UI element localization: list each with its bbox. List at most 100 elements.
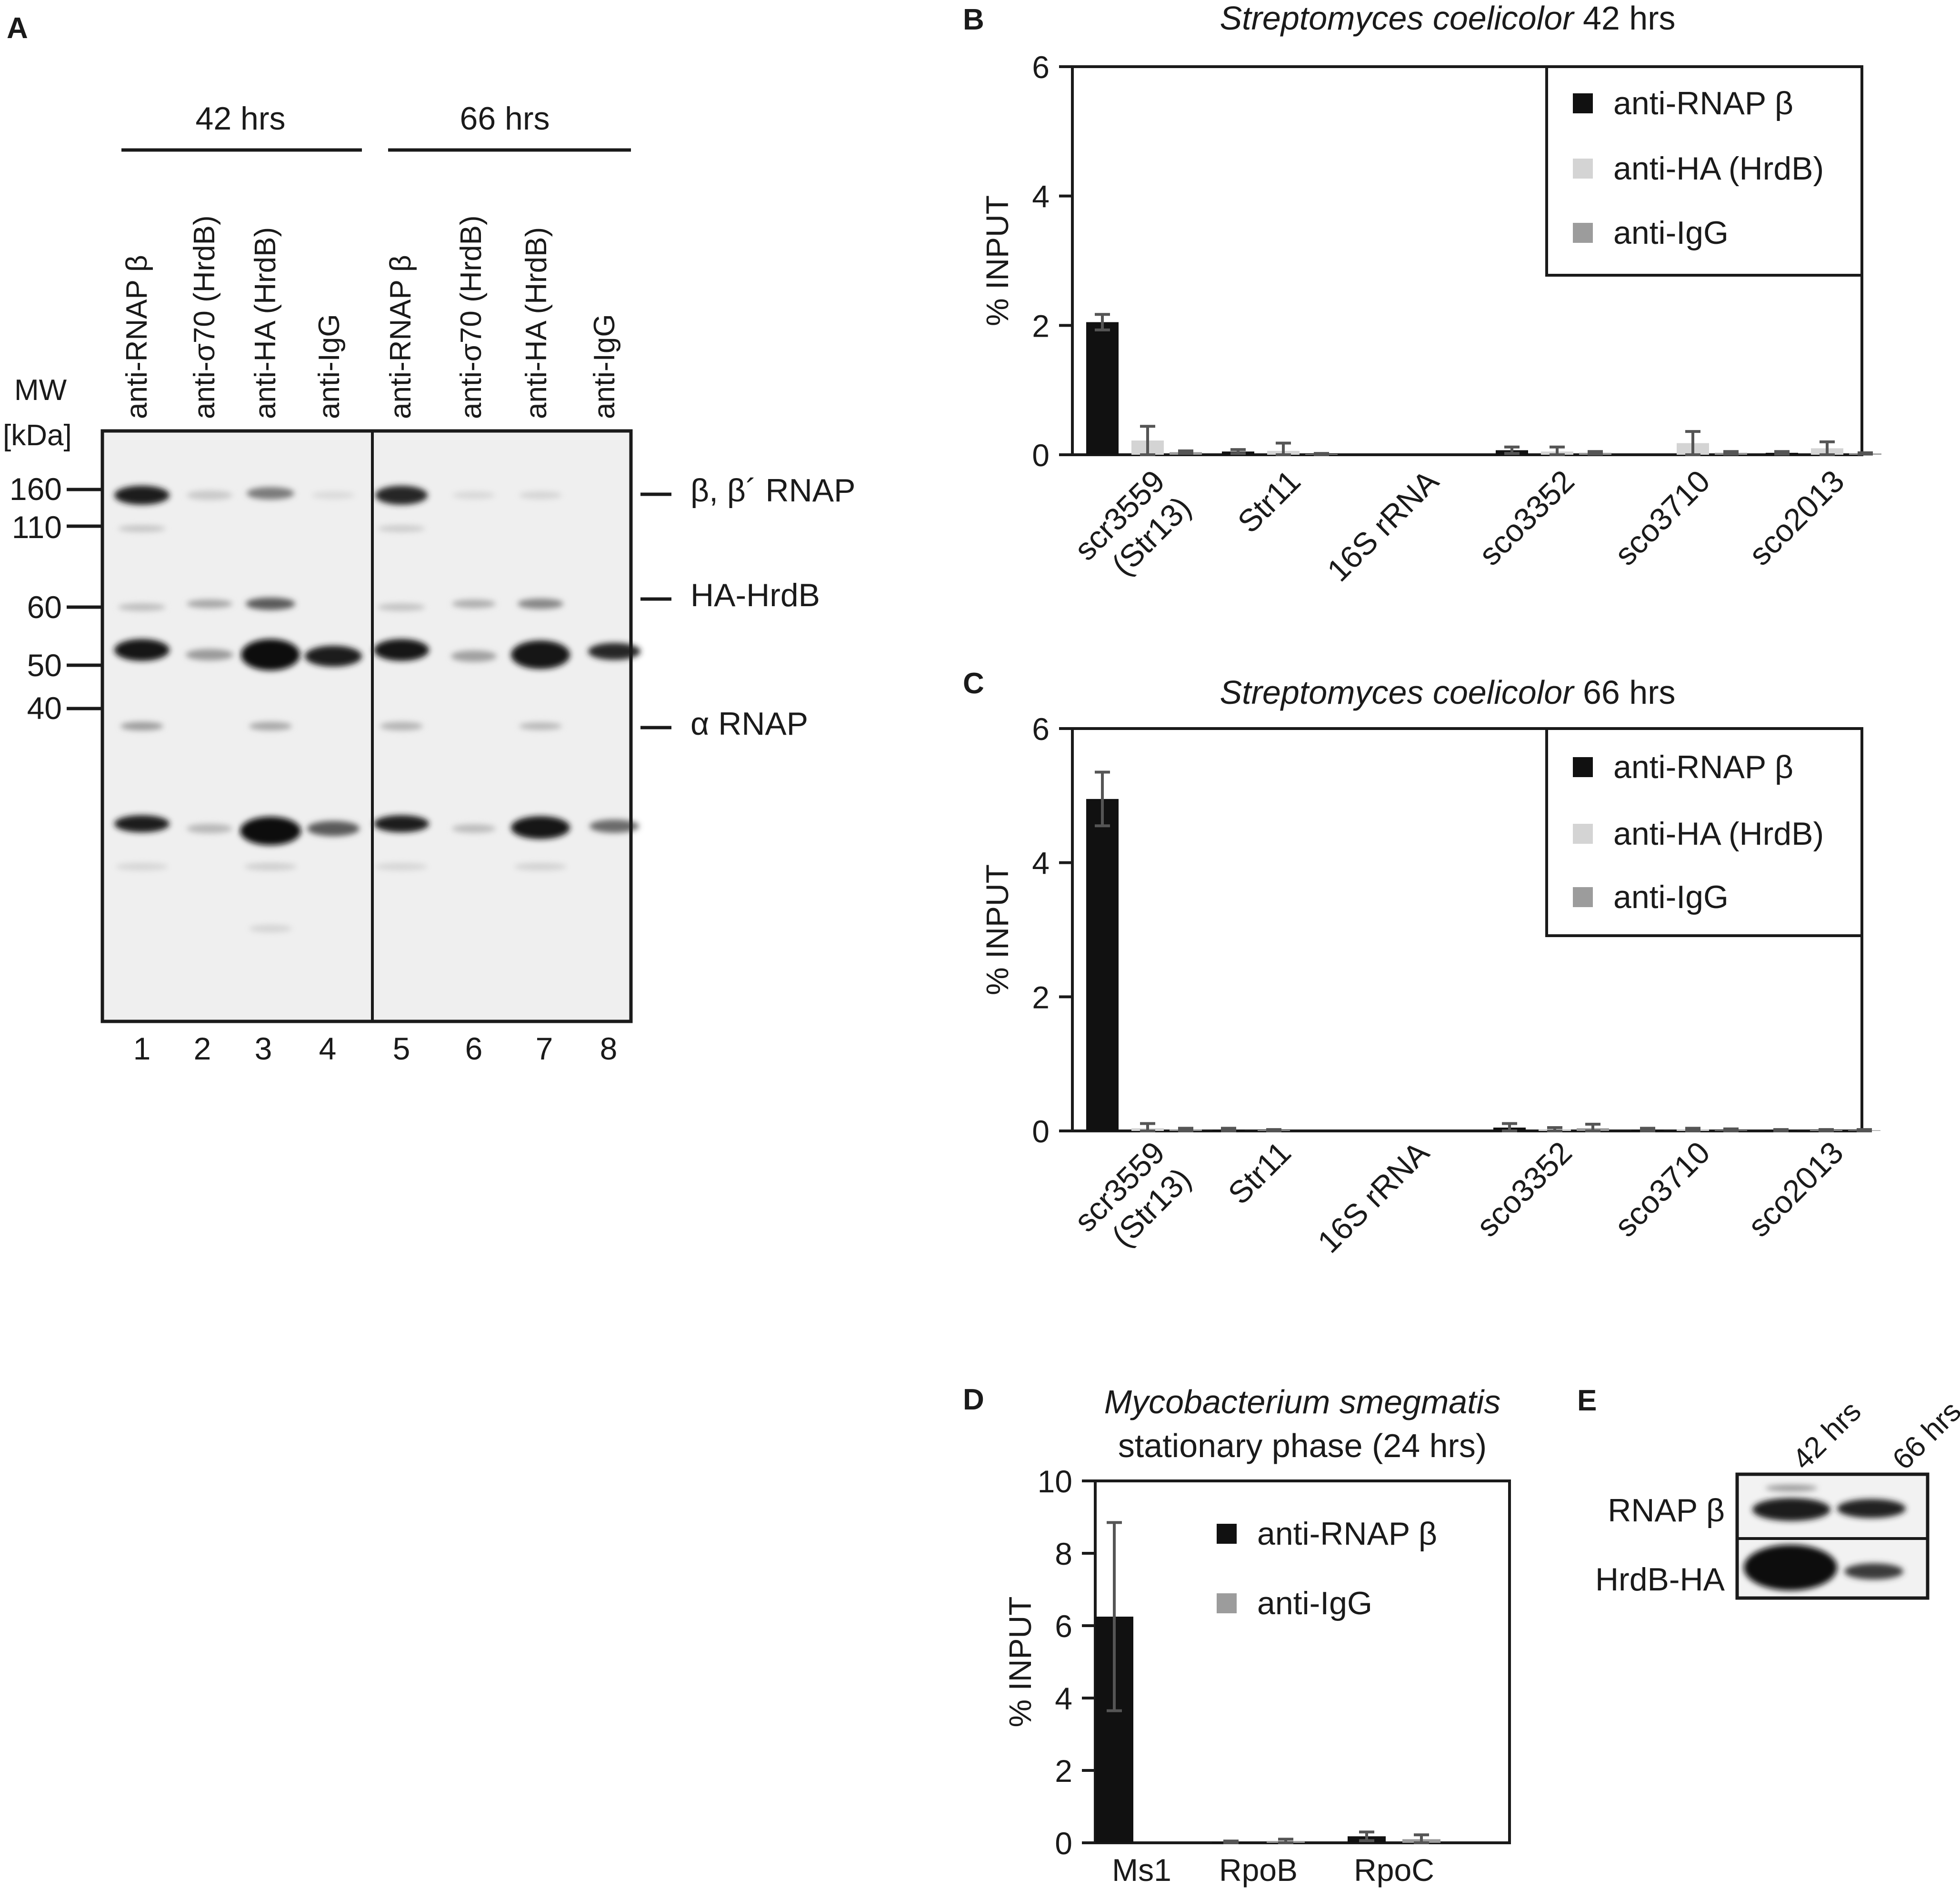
legend-swatch bbox=[1573, 93, 1593, 113]
legend-swatch bbox=[1573, 159, 1593, 179]
legend-label: anti-IgG bbox=[1613, 215, 1729, 251]
gel-band-label-alpha: α RNAP bbox=[690, 706, 808, 742]
gel-timepoint-42: 42 hrs bbox=[196, 100, 286, 137]
gel-lane-number: 3 bbox=[255, 1031, 272, 1066]
y-axis-label: % INPUT bbox=[1002, 1596, 1038, 1727]
legend-swatch bbox=[1573, 824, 1593, 844]
legend-label: anti-IgG bbox=[1613, 879, 1729, 915]
y-tick-label: 2 bbox=[1032, 308, 1050, 343]
y-tick-label: 8 bbox=[1055, 1536, 1072, 1571]
gel-lane-label: anti-RNAP β bbox=[384, 255, 417, 419]
gel-lane-label: anti-IgG bbox=[588, 314, 621, 419]
y-tick-label: 2 bbox=[1055, 1753, 1072, 1789]
gel-lane-label: anti-σ70 (HrdB) bbox=[188, 215, 221, 419]
western-blot bbox=[1735, 1472, 1930, 1600]
gel-marker-label: 40 bbox=[27, 690, 62, 726]
gel-lane-number: 5 bbox=[393, 1031, 410, 1066]
y-tick-label: 4 bbox=[1032, 846, 1050, 881]
y-tick-label: 0 bbox=[1032, 438, 1050, 473]
gel-lane-label: anti-HA (HrdB) bbox=[520, 227, 553, 419]
legend bbox=[1545, 65, 1863, 277]
gel-timepoint-66: 66 hrs bbox=[460, 100, 550, 137]
legend-label: anti-RNAP β bbox=[1613, 85, 1793, 121]
y-axis-label: % INPUT bbox=[980, 195, 1015, 326]
y-tick-label: 4 bbox=[1055, 1681, 1072, 1716]
category-label: sco3352 bbox=[1472, 463, 1581, 572]
category-label: scr3559(Str13) bbox=[1068, 1135, 1198, 1265]
legend bbox=[1545, 727, 1863, 937]
legend-label: anti-RNAP β bbox=[1613, 749, 1793, 785]
chart-d: 0 2 4 6 8 10 % INPUT Ms1 RpoB RpoC anti-RNAP β anti… bbox=[1002, 1464, 1511, 1888]
gel-lane-number: 1 bbox=[133, 1031, 151, 1066]
y-tick-label: 6 bbox=[1055, 1609, 1072, 1644]
y-tick-label: 6 bbox=[1032, 50, 1050, 85]
gel-marker-label: 50 bbox=[27, 648, 62, 683]
panel-label-a: A bbox=[7, 12, 28, 45]
category-label: Str11 bbox=[1221, 1135, 1297, 1211]
chart-b-title: Streptomyces coelicolor 42 hrs bbox=[1220, 0, 1675, 37]
category-label: 16S rRNA bbox=[1320, 463, 1445, 588]
panel-e: E 42 hrs 66 hrs RNAP β HrdB-HA bbox=[1577, 1384, 1960, 1600]
gel-lane-number: 8 bbox=[600, 1031, 618, 1066]
y-tick-label: 10 bbox=[1038, 1464, 1072, 1499]
gel-lane-label: anti-HA (HrdB) bbox=[249, 227, 282, 419]
category-label: RpoC bbox=[1354, 1852, 1434, 1888]
legend-swatch bbox=[1573, 887, 1593, 907]
category-label: sco3710 bbox=[1608, 1135, 1717, 1244]
gel-band-label-beta: β, β´ RNAP bbox=[690, 472, 855, 509]
western-row-label-hrdb: HrdB-HA bbox=[1595, 1561, 1725, 1598]
y-axis-label: % INPUT bbox=[980, 864, 1015, 995]
panel-label-b: B bbox=[963, 3, 984, 36]
gel-lane-label: anti-IgG bbox=[313, 314, 346, 419]
category-label: sco3352 bbox=[1470, 1135, 1579, 1244]
y-tick-label: 6 bbox=[1032, 711, 1050, 747]
y-tick-label: 4 bbox=[1032, 179, 1050, 214]
category-label: Str11 bbox=[1230, 463, 1307, 540]
gel-lane-number: 2 bbox=[194, 1031, 211, 1066]
y-tick-label: 0 bbox=[1032, 1114, 1050, 1149]
category-label: scr3559(Str13) bbox=[1068, 463, 1198, 594]
gel-lane-number: 4 bbox=[319, 1031, 337, 1066]
legend-label: anti-HA (HrdB) bbox=[1613, 150, 1824, 187]
legend-label: anti-RNAP β bbox=[1257, 1516, 1437, 1552]
gel-image bbox=[100, 429, 640, 1023]
western-row-label-rnap: RNAP β bbox=[1608, 1492, 1725, 1529]
panel-label-e: E bbox=[1577, 1384, 1597, 1417]
bar bbox=[1086, 799, 1119, 1131]
gel-marker-label: 60 bbox=[27, 590, 62, 625]
panel-d: D Mycobacterium smegmatis stationary pha… bbox=[963, 1383, 1511, 1888]
gel-band-labels: β, β´ RNAP HA-HrdB α RNAP bbox=[640, 472, 855, 742]
category-label: RpoB bbox=[1219, 1852, 1298, 1888]
gel-lane-numbers: 1 2 3 4 5 6 7 8 bbox=[133, 1031, 618, 1066]
gel-lane-number: 6 bbox=[465, 1031, 483, 1066]
category-label: Ms1 bbox=[1112, 1852, 1171, 1888]
gel-mw-title: MW bbox=[14, 374, 67, 407]
legend-label: anti-HA (HrdB) bbox=[1613, 816, 1824, 852]
panel-b: B Streptomyces coelicolor 42 hrs 0 2 4 6 % I… bbox=[963, 0, 1881, 594]
gel-mw-unit: [kDa] bbox=[3, 419, 72, 452]
chart-c-title: Streptomyces coelicolor 66 hrs bbox=[1220, 674, 1675, 711]
y-tick-label: 2 bbox=[1032, 979, 1050, 1015]
gel-band-label-hrdb: HA-HrdB bbox=[690, 577, 820, 613]
gel-marker-label: 110 bbox=[12, 510, 62, 545]
gel-lane-labels: anti-RNAP β anti-σ70 (HrdB) anti-HA (Hrd… bbox=[120, 215, 621, 419]
legend-swatch bbox=[1573, 757, 1593, 777]
category-label: sco2013 bbox=[1741, 1135, 1850, 1244]
panel-a: A 42 hrs 66 hrs anti-RNAP β anti-σ70 (Hr… bbox=[3, 12, 855, 1066]
chart-d-title-line2: stationary phase (24 hrs) bbox=[1118, 1427, 1487, 1464]
category-label: sco3710 bbox=[1608, 463, 1717, 572]
legend-swatch bbox=[1573, 223, 1593, 243]
legend-label: anti-IgG bbox=[1257, 1585, 1372, 1621]
gel-marker-label: 160 bbox=[10, 471, 62, 507]
gel-lane-label: anti-σ70 (HrdB) bbox=[455, 215, 488, 419]
legend-swatch bbox=[1217, 1593, 1237, 1613]
panel-label-c: C bbox=[963, 667, 984, 700]
category-label: sco2013 bbox=[1742, 463, 1851, 572]
legend-swatch bbox=[1217, 1524, 1237, 1544]
gel-lane-number: 7 bbox=[536, 1031, 553, 1066]
gel-markers: 160 110 60 50 40 bbox=[10, 471, 101, 726]
western-timepoint-42: 42 hrs bbox=[1786, 1395, 1868, 1476]
category-label: 16S rRNA bbox=[1310, 1135, 1435, 1259]
western-timepoint-66: 66 hrs bbox=[1886, 1395, 1960, 1476]
